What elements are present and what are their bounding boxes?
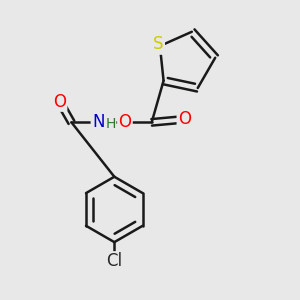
Text: O: O — [118, 113, 131, 131]
Text: N: N — [92, 113, 104, 131]
Text: H: H — [106, 117, 116, 131]
Text: O: O — [178, 110, 191, 128]
Text: S: S — [153, 35, 164, 53]
Text: Cl: Cl — [106, 253, 122, 271]
Text: O: O — [53, 92, 66, 110]
